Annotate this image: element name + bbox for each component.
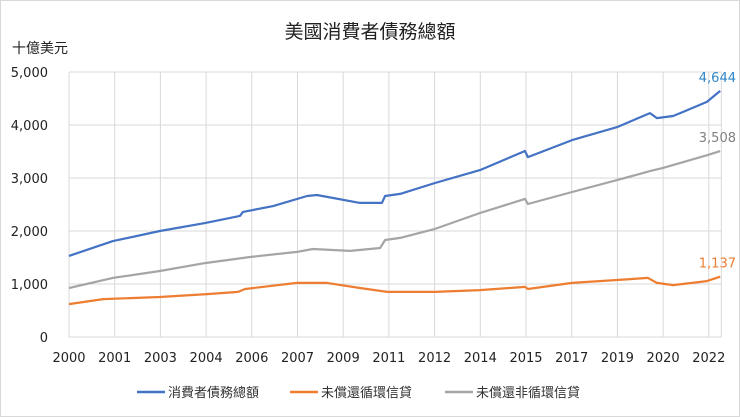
x-tick-label: 2006 <box>235 351 268 366</box>
legend-label: 未償還循環信貸 <box>321 385 412 401</box>
legend: 消費者債務總額 未償還循環信貸 未償還非循環信貸 <box>137 385 580 401</box>
y-axis-unit-label: 十億美元 <box>12 41 68 57</box>
x-tick-label: 2015 <box>509 351 542 366</box>
series-line-0 <box>68 90 721 257</box>
legend-item: 未償還循環信貸 <box>290 385 412 401</box>
x-tick-label: 2007 <box>281 351 314 366</box>
x-tick-label: 2020 <box>647 351 680 366</box>
gridlines <box>68 71 722 338</box>
x-tick-label: 2017 <box>555 351 588 366</box>
y-tick-label: 3,000 <box>11 172 48 187</box>
series-line-1 <box>68 275 721 306</box>
x-tick-label: 2019 <box>601 351 634 366</box>
y-tick-label: 5,000 <box>11 66 48 81</box>
chart-title: 美國消費者債務總額 <box>284 21 455 43</box>
x-tick-label: 2011 <box>372 351 405 366</box>
x-axis-ticks: 2000 2001 2003 2004 2006 2007 2009 2011 2012 2014… <box>52 351 725 366</box>
legend-item: 未償還非循環信貸 <box>445 385 580 401</box>
legend-item: 消費者債務總額 <box>137 385 259 401</box>
legend-label: 未償還非循環信貸 <box>476 385 580 401</box>
end-value-label: 1,137 <box>699 257 736 272</box>
y-tick-label: 1,000 <box>11 278 48 293</box>
x-tick-label: 2000 <box>52 351 85 366</box>
legend-label: 消費者債務總額 <box>168 385 259 401</box>
x-tick-label: 2012 <box>418 351 451 366</box>
series-line-2 <box>68 150 721 290</box>
y-axis-ticks: 0 1,000 2,000 3,000 4,000 5,000 <box>11 66 48 346</box>
y-tick-label: 4,000 <box>11 119 48 134</box>
end-value-label: 4,644 <box>699 71 736 86</box>
series-lines <box>68 90 721 306</box>
x-tick-label: 2003 <box>144 351 177 366</box>
x-tick-label: 2004 <box>190 351 223 366</box>
x-tick-label: 2014 <box>464 351 497 366</box>
y-tick-label: 0 <box>40 331 48 346</box>
x-tick-label: 2001 <box>98 351 131 366</box>
y-tick-label: 2,000 <box>11 225 48 240</box>
x-tick-label: 2022 <box>692 351 725 366</box>
end-labels: 3,508 1,137 4,644 <box>699 71 736 272</box>
end-value-label: 3,508 <box>699 131 736 146</box>
x-tick-label: 2009 <box>327 351 360 366</box>
